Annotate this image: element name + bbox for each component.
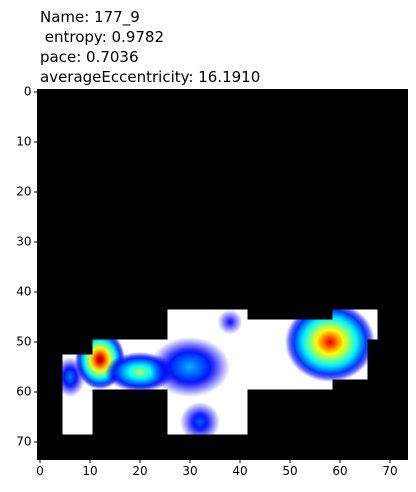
region	[367, 309, 378, 340]
hotspot	[180, 402, 220, 435]
y-tick-label: 70	[16, 435, 31, 449]
x-tick-label: 0	[36, 464, 44, 478]
axes-frame	[37, 89, 408, 460]
hotspot	[285, 309, 375, 382]
x-tick-label: 20	[132, 464, 147, 478]
hotspot	[150, 337, 230, 397]
title-line: averageEccentricity: 16.1910	[40, 68, 260, 86]
x-tick-label: 50	[282, 464, 297, 478]
y-tick-label: 20	[16, 185, 31, 199]
x-tick-label: 60	[332, 464, 347, 478]
title-line: Name: 177_9	[40, 8, 140, 27]
title-line: pace: 0.7036	[40, 48, 139, 66]
title-line: entropy: 0.9782	[40, 28, 164, 46]
y-tick-label: 50	[16, 335, 31, 349]
hotspot	[217, 309, 243, 335]
x-tick-label: 10	[82, 464, 97, 478]
y-tick-label: 0	[24, 85, 32, 99]
x-tick-label: 70	[382, 464, 397, 478]
y-tick-label: 30	[16, 235, 31, 249]
y-tick-label: 40	[16, 285, 31, 299]
x-tick-label: 30	[182, 464, 197, 478]
hotspot	[62, 357, 85, 397]
hotspots	[62, 309, 375, 435]
y-tick-label: 60	[16, 385, 31, 399]
y-tick-label: 10	[16, 135, 31, 149]
x-tick-label: 40	[232, 464, 247, 478]
